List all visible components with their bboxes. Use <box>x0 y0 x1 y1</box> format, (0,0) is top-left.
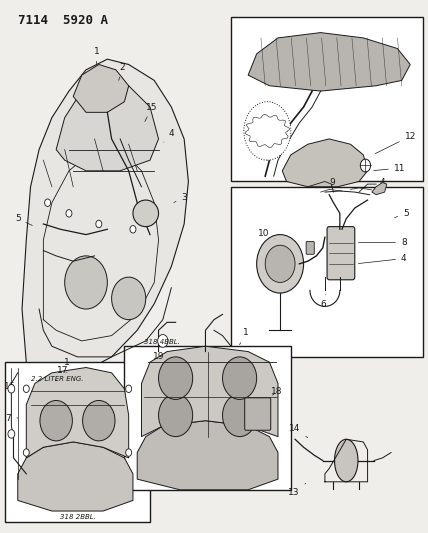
Circle shape <box>257 235 303 293</box>
Text: 2: 2 <box>119 63 125 80</box>
Text: 19: 19 <box>153 352 169 364</box>
FancyBboxPatch shape <box>306 241 314 254</box>
Circle shape <box>8 430 15 438</box>
FancyBboxPatch shape <box>245 398 271 430</box>
Bar <box>125 346 291 490</box>
Circle shape <box>23 449 29 456</box>
Text: 9: 9 <box>330 178 336 187</box>
Circle shape <box>158 394 193 437</box>
Text: 16: 16 <box>3 382 15 391</box>
Polygon shape <box>372 182 387 195</box>
Text: 4: 4 <box>164 129 174 142</box>
Bar <box>5 362 150 522</box>
Text: 7114  5920 A: 7114 5920 A <box>18 14 108 27</box>
Circle shape <box>83 400 115 441</box>
Text: 1: 1 <box>94 47 100 64</box>
Polygon shape <box>73 64 129 112</box>
Text: 18: 18 <box>271 387 283 396</box>
Circle shape <box>112 277 146 320</box>
Text: 17: 17 <box>56 366 68 381</box>
Circle shape <box>265 245 295 282</box>
Polygon shape <box>282 139 368 187</box>
Text: 7: 7 <box>6 414 18 423</box>
Text: 11: 11 <box>374 164 405 173</box>
Polygon shape <box>22 59 188 373</box>
Polygon shape <box>18 442 133 511</box>
Polygon shape <box>142 346 278 437</box>
Text: 14: 14 <box>289 424 308 438</box>
Circle shape <box>223 357 257 399</box>
Polygon shape <box>56 80 158 171</box>
Text: 10: 10 <box>258 229 275 239</box>
Text: 1: 1 <box>64 358 70 373</box>
Circle shape <box>223 394 257 437</box>
Circle shape <box>8 384 15 393</box>
Ellipse shape <box>335 439 358 482</box>
Circle shape <box>130 225 136 233</box>
Bar <box>231 17 423 181</box>
Polygon shape <box>137 421 278 490</box>
Text: 1: 1 <box>240 328 249 345</box>
FancyBboxPatch shape <box>327 227 355 280</box>
Circle shape <box>65 256 107 309</box>
Circle shape <box>126 449 132 456</box>
Text: 5: 5 <box>15 214 32 225</box>
Text: 5: 5 <box>395 209 409 218</box>
Text: 13: 13 <box>288 483 306 497</box>
Circle shape <box>360 159 371 172</box>
Text: 4: 4 <box>380 178 385 190</box>
Circle shape <box>23 385 29 392</box>
Circle shape <box>126 385 132 392</box>
Text: 318 2BBL.: 318 2BBL. <box>59 514 95 520</box>
Text: 6: 6 <box>320 295 326 309</box>
Polygon shape <box>26 368 129 458</box>
Circle shape <box>40 400 72 441</box>
Text: 2.2 LITER ENG.: 2.2 LITER ENG. <box>30 376 83 382</box>
Circle shape <box>158 357 193 399</box>
Circle shape <box>66 209 72 217</box>
Circle shape <box>158 335 168 348</box>
Text: 8: 8 <box>358 238 407 247</box>
Circle shape <box>244 102 291 160</box>
Text: 3: 3 <box>174 193 187 203</box>
Bar <box>231 187 423 357</box>
Text: 12: 12 <box>375 132 416 154</box>
Text: 4: 4 <box>358 254 407 263</box>
Circle shape <box>45 199 51 206</box>
Polygon shape <box>248 33 410 91</box>
Ellipse shape <box>133 200 158 227</box>
Circle shape <box>96 220 102 228</box>
Text: 318 4BBL.: 318 4BBL. <box>144 338 179 344</box>
Text: 15: 15 <box>145 102 158 122</box>
